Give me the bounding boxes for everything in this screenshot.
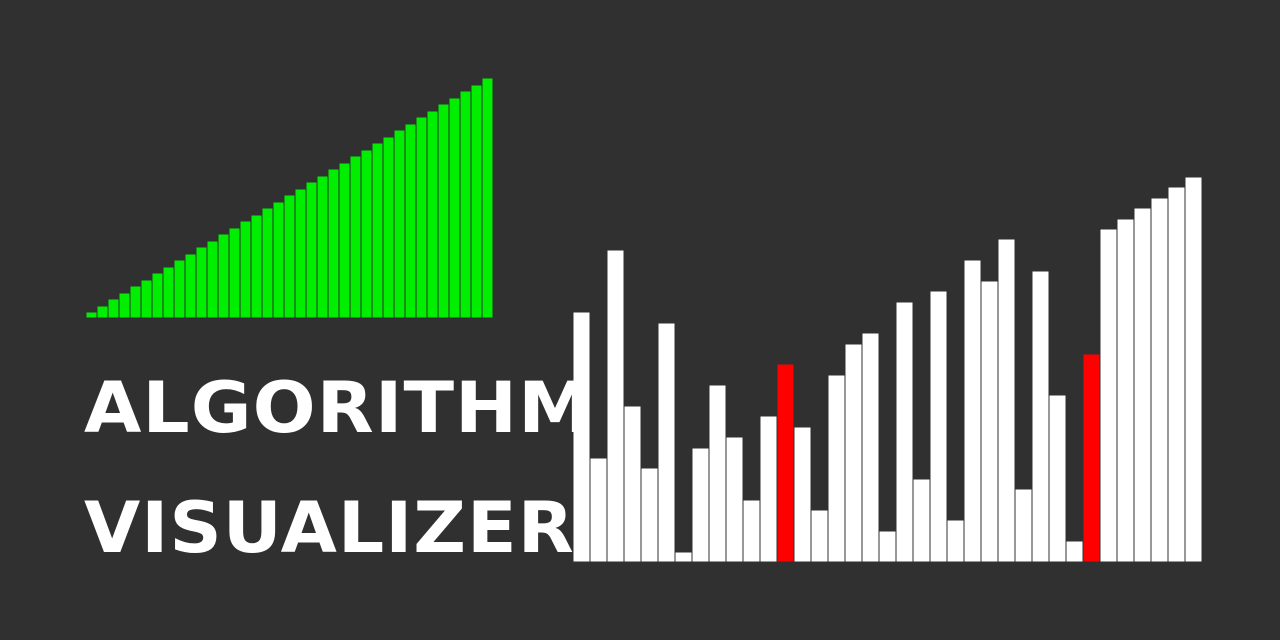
unsorted-bar (793, 426, 812, 563)
unsorted-bar (1048, 394, 1067, 563)
unsorted-bar (1065, 540, 1084, 563)
unsorted-bar (946, 519, 965, 563)
unsorted-bar (742, 499, 761, 563)
unsorted-bar (1014, 488, 1033, 563)
unsorted-bar (1116, 218, 1135, 563)
unsorted-bar (725, 436, 744, 563)
unsorted-bar (827, 374, 846, 563)
unsorted-bar (1099, 228, 1118, 563)
unsorted-bar (895, 301, 914, 563)
unsorted-bar (912, 478, 931, 563)
unsorted-bar (640, 467, 659, 563)
title-line-1: ALGORITHM (84, 366, 593, 449)
unsorted-bar (759, 415, 778, 563)
unsorted-bar (844, 343, 863, 563)
title-line-2: VISUALIZER (84, 486, 575, 569)
unsorted-bar (980, 280, 999, 563)
unsorted-bar (606, 249, 625, 563)
unsorted-bar (1184, 176, 1203, 563)
unsorted-bar (929, 290, 948, 563)
sorted-bar (481, 77, 494, 319)
unsorted-bar (861, 332, 880, 563)
unsorted-bar (963, 259, 982, 563)
unsorted-bar (878, 530, 897, 563)
unsorted-bar (657, 322, 676, 563)
unsorted-bar (674, 551, 693, 563)
unsorted-bar (1167, 186, 1186, 563)
unsorted-bar (589, 457, 608, 563)
unsorted-bar (572, 311, 591, 563)
unsorted-bar (691, 447, 710, 563)
unsorted-bar (623, 405, 642, 563)
highlighted-bar (1082, 353, 1101, 563)
unsorted-bar (708, 384, 727, 563)
unsorted-bar (810, 509, 829, 563)
unsorted-bar (1150, 197, 1169, 563)
highlighted-bar (776, 363, 795, 563)
unsorted-bar (997, 238, 1016, 563)
unsorted-bar (1031, 270, 1050, 563)
unsorted-bar (1133, 207, 1152, 563)
